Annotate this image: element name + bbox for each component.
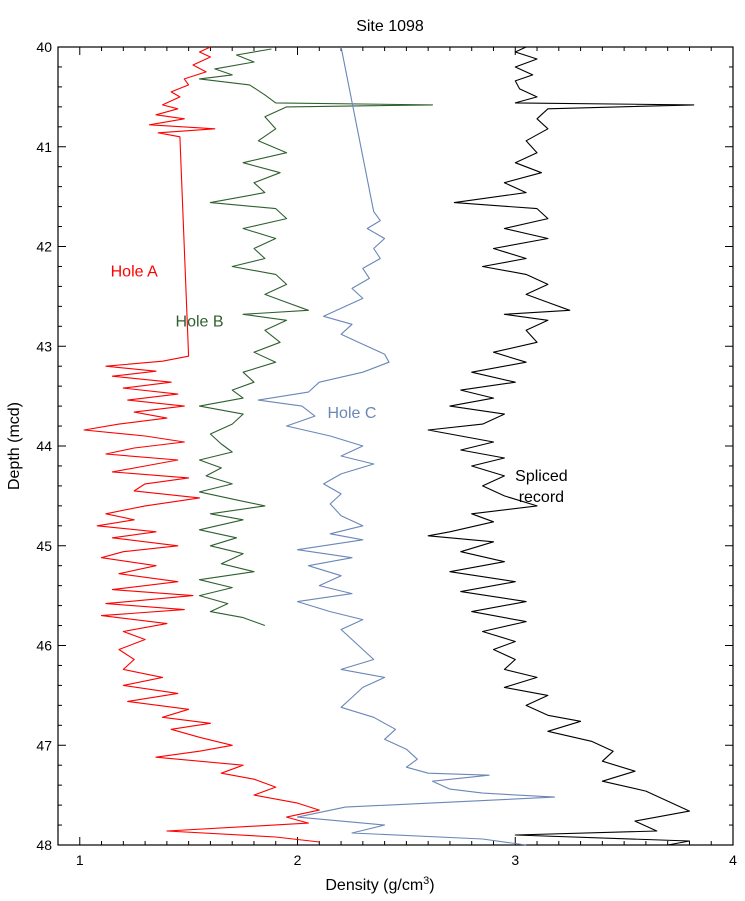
x-tick-label: 2 <box>294 852 302 868</box>
series-label-spliced-record-line2: record <box>519 489 564 506</box>
y-tick-label: 47 <box>36 737 52 753</box>
plot-frame <box>57 46 734 846</box>
series-lines <box>83 46 695 846</box>
series-line-spliced-record <box>427 46 695 846</box>
series-label-hole-a: Hole A <box>111 263 158 280</box>
series-line-hole-c <box>257 46 556 846</box>
y-tick-label: 44 <box>36 438 52 454</box>
x-axis-label: Density (g/cm3) <box>325 875 434 894</box>
axis-ticks <box>57 46 734 846</box>
x-axis-label-close: ) <box>429 877 434 894</box>
series-label-hole-b: Hole B <box>176 313 224 330</box>
y-tick-label: 40 <box>36 39 52 55</box>
series-label-hole-c: Hole C <box>327 405 376 422</box>
y-tick-label: 48 <box>36 837 52 853</box>
tick-labels: 1 2 3 4 40 41 42 43 44 45 46 47 48 <box>36 39 737 868</box>
series-labels: Hole A Hole B Hole C Spliced record <box>111 263 568 505</box>
x-tick-label: 4 <box>729 852 737 868</box>
y-tick-label: 41 <box>36 139 52 155</box>
y-tick-label: 42 <box>36 239 52 255</box>
x-tick-label: 1 <box>76 852 84 868</box>
x-axis-label-sup: 3 <box>423 875 429 887</box>
chart-title: Site 1098 <box>356 18 424 35</box>
x-axis-label-main: Density (g/cm <box>325 877 423 894</box>
y-tick-label: 45 <box>36 538 52 554</box>
y-tick-label: 46 <box>36 638 52 654</box>
series-line-hole-a <box>83 46 320 843</box>
y-tick-label: 43 <box>36 338 52 354</box>
y-axis-label: Depth (mcd) <box>6 402 23 490</box>
series-label-spliced-record-line1: Spliced <box>515 468 567 485</box>
series-line-hole-b <box>198 48 434 627</box>
x-tick-label: 3 <box>511 852 519 868</box>
